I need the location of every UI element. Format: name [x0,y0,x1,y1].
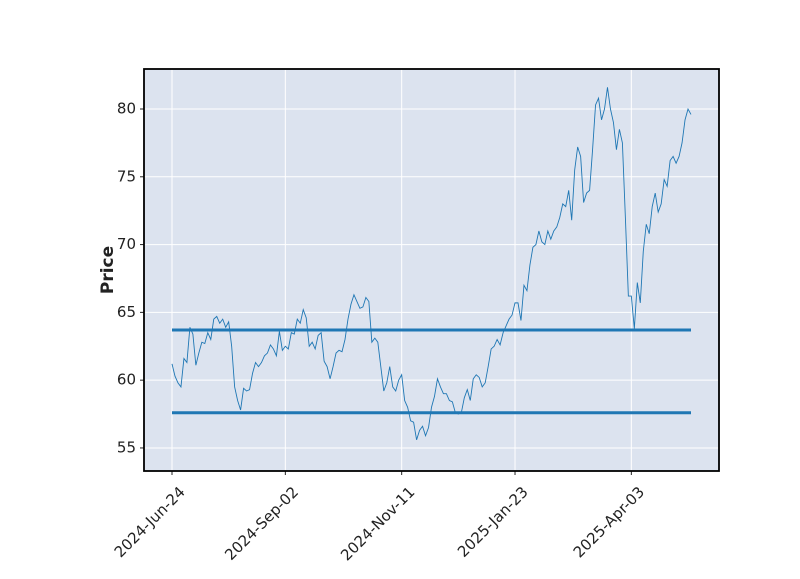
x-tick-label: 2025-Apr-03 [570,483,648,561]
y-tick-label: 55 [117,438,136,456]
price-line [171,87,692,440]
y-tick-label: 75 [117,167,136,185]
y-tick-label: 65 [117,303,136,321]
plot-frame [143,68,720,472]
y-tick-label: 80 [117,99,136,117]
y-axis-label: Price [98,246,118,294]
x-tick-label: 2024-Nov-11 [337,483,418,564]
x-tick-label: 2025-Jan-23 [454,483,532,561]
plot-area [144,69,719,471]
y-tick-label: 60 [117,371,136,389]
x-tick-label: 2024-Jun-24 [111,483,189,561]
x-tick-label: 2024-Sep-02 [221,483,302,564]
y-tick-label: 70 [117,235,136,253]
